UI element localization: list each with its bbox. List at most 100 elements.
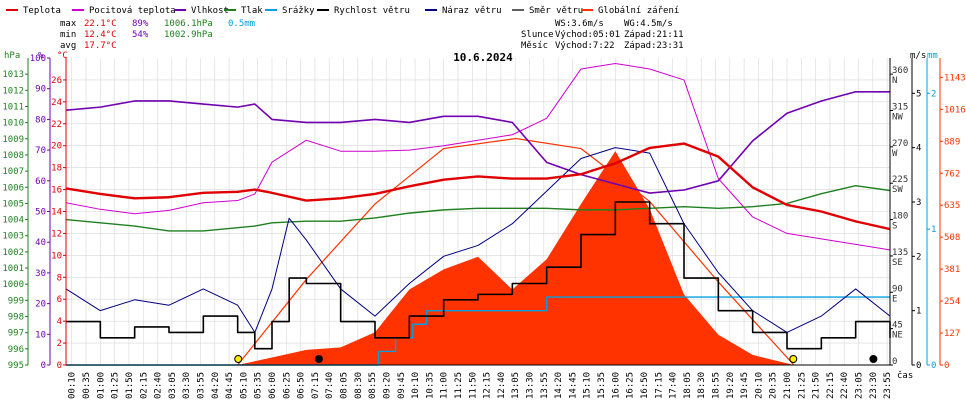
x-tick-label: 14:45 bbox=[568, 372, 578, 399]
x-tick-label: 15:35 bbox=[597, 372, 607, 399]
stat-min-hum: 54% bbox=[132, 30, 149, 40]
x-tick-label: 01:25 bbox=[111, 372, 121, 399]
moon-set: Západ:23:31 bbox=[624, 41, 684, 51]
x-tick-label: 23:05 bbox=[855, 372, 865, 399]
legend-label-rain: Srážky bbox=[282, 6, 315, 16]
moonset-marker bbox=[869, 355, 878, 363]
legend-label-wind_dir: Směr větru bbox=[529, 6, 583, 16]
pressure-axis-tick-label: 995 bbox=[8, 361, 24, 371]
x-tick-label: 13:05 bbox=[511, 372, 521, 399]
humidity-axis-tick-label: 40 bbox=[35, 238, 46, 248]
x-tick-label: 11:50 bbox=[468, 372, 478, 399]
humidity-axis-tick-label: 60 bbox=[35, 177, 46, 187]
legend-label-pressure: Tlak bbox=[241, 6, 263, 16]
pressure-axis-tick-label: 1004 bbox=[2, 216, 24, 226]
x-tick-label: 00:35 bbox=[82, 372, 92, 399]
sun-set: Západ:21:11 bbox=[624, 30, 684, 40]
series-lines bbox=[65, 62, 891, 366]
temperature-axis-tick-label: 18 bbox=[51, 164, 62, 174]
x-tick-label: 06:00 bbox=[268, 372, 278, 399]
solar-radiation-area bbox=[66, 151, 890, 365]
temperature-axis-tick-label: 10 bbox=[51, 251, 62, 261]
stat-max-rain: 0.5mm bbox=[228, 19, 255, 29]
sunrise-marker bbox=[234, 355, 243, 363]
humidity-axis-tick-label: 20 bbox=[35, 300, 46, 310]
humidity-axis-tick-label: 100 bbox=[30, 54, 46, 64]
stat-max-press: 1006.1hPa bbox=[164, 19, 213, 29]
x-tick-label: 12:40 bbox=[497, 372, 507, 399]
temperature-axis-tick-label: 24 bbox=[51, 98, 62, 108]
legend-label-temp: Teplota bbox=[23, 6, 61, 16]
grid: 00:10 00:35 01:00 01:25 01:50 02:15 02:40 03:05… bbox=[66, 58, 893, 399]
x-tick-label: 10:10 bbox=[411, 372, 421, 399]
x-tick-label: 07:40 bbox=[325, 372, 335, 399]
x-tick-label: 19:20 bbox=[726, 372, 736, 399]
wind-axis-tick-label: 5 bbox=[916, 89, 921, 99]
dir-axis-value: 90 bbox=[892, 284, 903, 294]
solar-axis-tick-label: 1016 bbox=[944, 105, 966, 115]
dir-axis-label: W bbox=[892, 149, 898, 159]
x-tick-label: 23:55 bbox=[883, 372, 893, 399]
x-tick-label: 21:25 bbox=[797, 372, 807, 399]
x-tick-label: 08:55 bbox=[368, 372, 378, 399]
pressure-axis-tick-label: 998 bbox=[8, 313, 24, 323]
solar-axis-tick-label: 0 bbox=[944, 361, 949, 371]
solar-axis-tick-label: 762 bbox=[944, 169, 960, 179]
dir-axis-value: 45 bbox=[892, 321, 903, 331]
temperature-axis-tick-label: 20 bbox=[51, 142, 62, 152]
x-tick-label: 03:55 bbox=[196, 372, 206, 399]
x-tick-label: 08:05 bbox=[340, 372, 350, 399]
x-tick-label: 16:25 bbox=[626, 372, 636, 399]
x-tick-label: 18:55 bbox=[711, 372, 721, 399]
x-tick-label: 00:10 bbox=[68, 372, 78, 399]
legend: Teplota Pocitová teplota Vlhkost Tlak Srážky… bbox=[6, 6, 679, 16]
x-tick-label: 06:25 bbox=[282, 372, 292, 399]
stat-avg-temp: 17.7°C bbox=[84, 41, 117, 51]
temperature-axis-tick-label: 0 bbox=[57, 361, 62, 371]
x-tick-label: 19:45 bbox=[740, 372, 750, 399]
temperature-line bbox=[65, 142, 891, 231]
x-tick-label: 21:00 bbox=[783, 372, 793, 399]
solar-axis-tick-label: 508 bbox=[944, 233, 960, 243]
unit-hum: % bbox=[38, 51, 44, 61]
x-tick-label: 21:50 bbox=[812, 372, 822, 399]
x-tick-label: 07:15 bbox=[311, 372, 321, 399]
x-tick-label: 06:50 bbox=[297, 372, 307, 399]
humidity-axis-tick-label: 70 bbox=[35, 146, 46, 156]
dir-axis-label: NW bbox=[892, 113, 903, 123]
legend-label-wind_speed: Rychlost větru bbox=[334, 6, 410, 16]
x-tick-label: 18:30 bbox=[697, 372, 707, 399]
pressure-axis-tick-label: 996 bbox=[8, 345, 24, 355]
unit-press: hPa bbox=[4, 51, 20, 61]
sun-label: Slunce bbox=[521, 30, 554, 40]
chart-title: 10.6.2024 bbox=[453, 51, 513, 64]
x-tick-label: 02:40 bbox=[154, 372, 164, 399]
humidity-line bbox=[65, 90, 890, 194]
wind-axis-tick-label: 2 bbox=[916, 252, 921, 262]
x-tick-label: 03:05 bbox=[168, 372, 178, 399]
sun-moon-block: WS:3.6m/s WG:4.5m/s Slunce Východ:05:01 … bbox=[521, 19, 684, 51]
x-tick-label: 05:10 bbox=[239, 372, 249, 399]
axes: 9959969979989991000100110021003100410051… bbox=[2, 54, 965, 371]
unit-wind: m/s bbox=[910, 51, 926, 61]
humidity-axis-tick-label: 90 bbox=[35, 85, 46, 95]
dir-axis-value: 270 bbox=[892, 139, 908, 149]
stat-avg-label: avg bbox=[60, 41, 76, 51]
x-tick-label: 17:40 bbox=[669, 372, 679, 399]
legend-label-feels: Pocitová teplota bbox=[89, 6, 176, 16]
x-tick-label: 13:30 bbox=[526, 372, 536, 399]
feels-like-line bbox=[65, 62, 891, 251]
temperature-axis-tick-label: 22 bbox=[51, 120, 62, 130]
legend-label-humidity: Vlhkost bbox=[191, 6, 229, 16]
pressure-axis-tick-label: 1006 bbox=[2, 183, 24, 193]
unit-time: čas bbox=[897, 370, 913, 381]
wind-wg: WG:4.5m/s bbox=[624, 19, 673, 29]
x-tick-label: 09:45 bbox=[397, 372, 407, 399]
rain-axis-tick-label: 1 bbox=[931, 225, 936, 235]
temperature-axis-tick-label: 14 bbox=[51, 208, 62, 218]
x-tick-label: 20:10 bbox=[754, 372, 764, 399]
x-tick-label: 05:35 bbox=[254, 372, 264, 399]
x-tick-label: 18:05 bbox=[683, 372, 693, 399]
solar-axis-tick-label: 635 bbox=[944, 201, 960, 211]
dir-axis-value: 225 bbox=[892, 175, 908, 185]
